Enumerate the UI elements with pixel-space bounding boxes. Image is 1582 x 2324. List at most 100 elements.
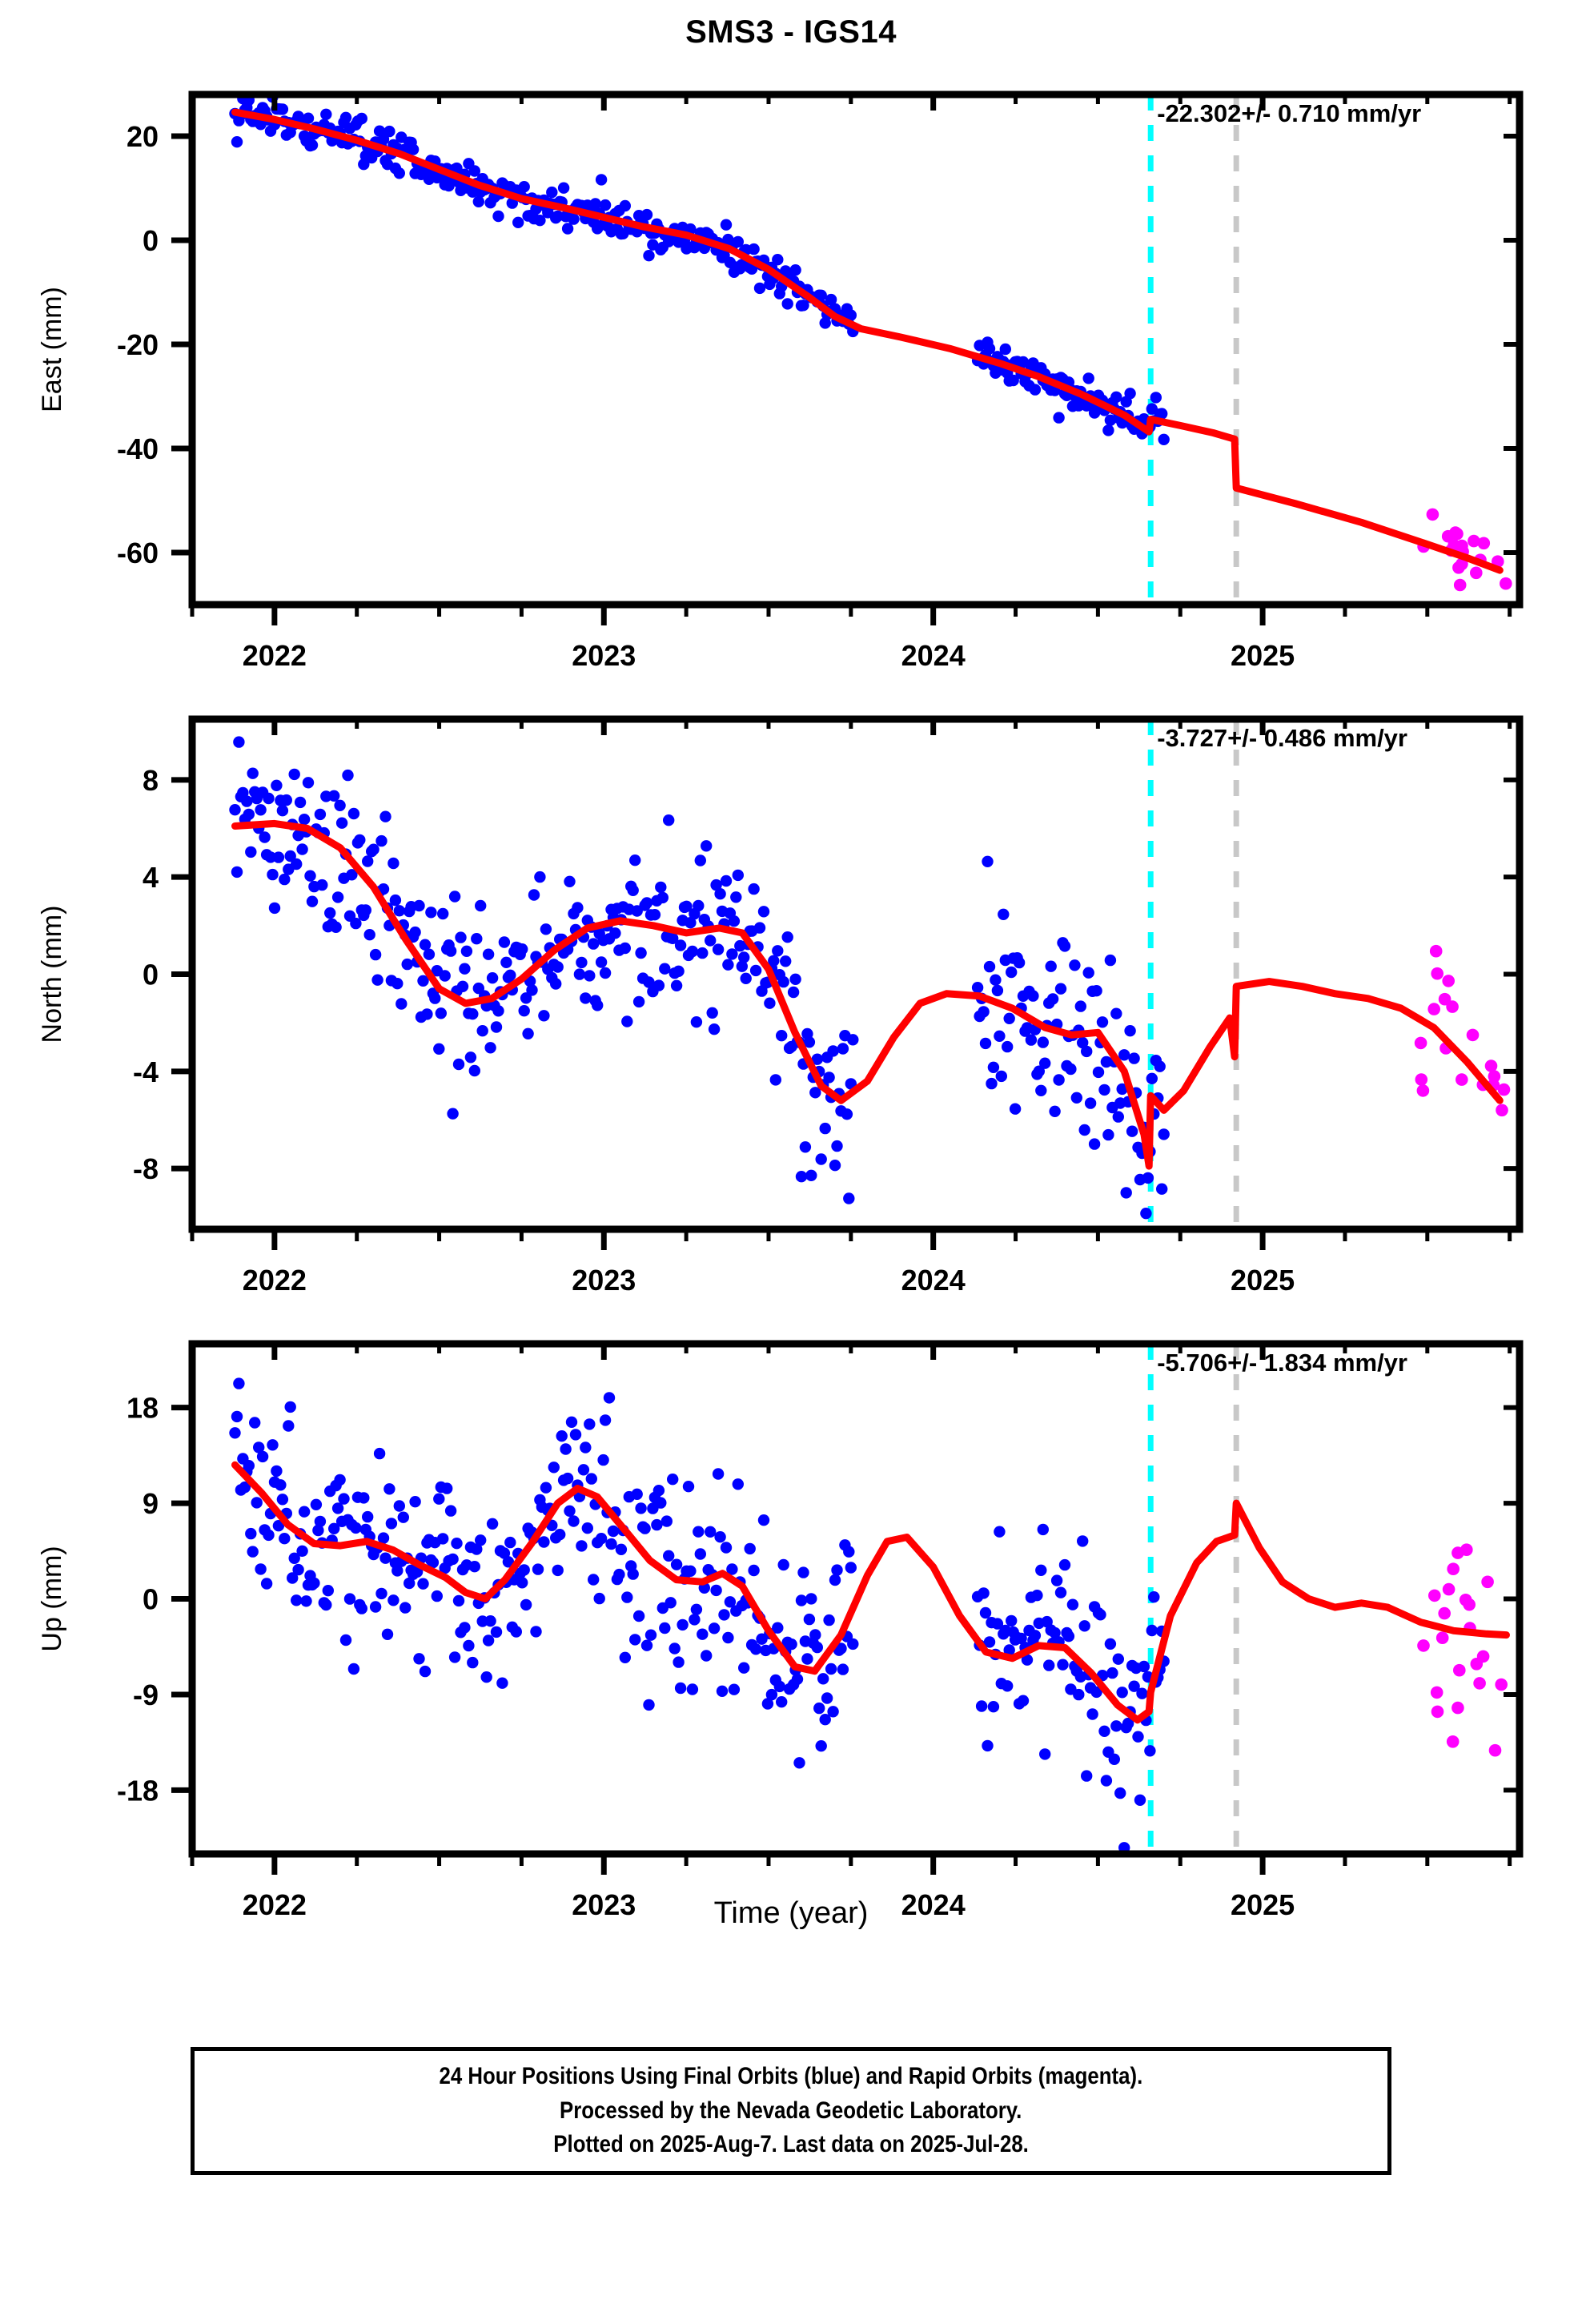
data-point-final bbox=[1053, 412, 1065, 424]
data-point-final bbox=[621, 1591, 633, 1603]
data-point-final bbox=[632, 1610, 645, 1622]
data-point-rapid bbox=[1470, 1658, 1484, 1671]
data-point-final bbox=[363, 929, 375, 941]
data-point-rapid bbox=[1417, 1639, 1430, 1652]
data-point-final bbox=[314, 808, 327, 821]
data-point-final bbox=[253, 1441, 265, 1454]
data-point-final bbox=[276, 805, 289, 817]
data-point-final bbox=[817, 1673, 829, 1685]
data-point-final bbox=[552, 961, 564, 973]
data-point-final bbox=[383, 1483, 396, 1495]
data-point-final bbox=[569, 1429, 582, 1441]
data-point-final bbox=[829, 1160, 841, 1172]
data-point-final bbox=[280, 794, 292, 806]
data-point-final bbox=[1090, 1686, 1102, 1699]
panel-north: 8 4 0 -4 -8 2022 2023 2024 2025 North (mm) -3.727+… bbox=[0, 681, 1582, 1313]
data-point-final bbox=[1134, 1794, 1146, 1806]
data-point-final bbox=[530, 1626, 542, 1638]
data-point-final bbox=[480, 1671, 492, 1683]
data-point-final bbox=[1102, 1128, 1114, 1141]
data-point-final bbox=[732, 1478, 744, 1490]
data-point-final bbox=[716, 1685, 729, 1697]
data-point-final bbox=[599, 199, 612, 211]
data-point-final bbox=[377, 1532, 390, 1544]
data-point-final bbox=[233, 1377, 245, 1389]
data-point-final bbox=[371, 974, 383, 986]
data-point-final bbox=[247, 767, 259, 779]
y-tick-label: -18 bbox=[117, 1774, 159, 1807]
data-point-rapid bbox=[1452, 561, 1465, 574]
data-point-final bbox=[467, 1656, 479, 1669]
data-point-final bbox=[526, 984, 538, 996]
data-point-final bbox=[498, 936, 511, 948]
data-point-final bbox=[757, 906, 770, 918]
y-axis-title: East (mm) bbox=[37, 287, 67, 412]
data-point-final bbox=[987, 1061, 1000, 1073]
data-point-final bbox=[757, 1514, 770, 1526]
data-point-final bbox=[584, 1418, 596, 1430]
data-point-final bbox=[819, 1714, 831, 1726]
x-tick-label: 2022 bbox=[243, 1888, 307, 1921]
data-point-final bbox=[643, 1699, 655, 1711]
data-point-final bbox=[720, 875, 733, 887]
data-point-final bbox=[661, 1515, 673, 1527]
data-point-final bbox=[419, 939, 432, 951]
data-point-final bbox=[437, 1533, 449, 1545]
data-point-final bbox=[520, 992, 532, 1004]
data-point-final bbox=[452, 1594, 465, 1607]
data-point-final bbox=[447, 1553, 459, 1566]
y-axis-title: Up (mm) bbox=[37, 1546, 67, 1651]
data-point-rapid bbox=[1456, 1073, 1468, 1086]
data-point-final bbox=[561, 223, 574, 235]
data-point-final bbox=[534, 215, 546, 227]
y-tick-label: 8 bbox=[143, 764, 159, 797]
data-point-final bbox=[276, 103, 289, 115]
data-point-final bbox=[288, 768, 300, 781]
data-point-final bbox=[330, 921, 342, 933]
data-point-rapid bbox=[1496, 1104, 1508, 1117]
data-point-rapid bbox=[1427, 1003, 1440, 1015]
data-point-final bbox=[444, 1505, 457, 1517]
data-point-final bbox=[518, 1564, 530, 1576]
data-point-final bbox=[502, 1556, 515, 1568]
panel-up: 18 9 0 -9 -18 2022 2023 2024 2025 Up (mm) -5.706+/… bbox=[0, 1305, 1582, 1938]
x-tick-label: 2024 bbox=[901, 1264, 966, 1297]
data-point-final bbox=[339, 111, 352, 123]
data-point-final bbox=[561, 1472, 574, 1485]
data-point-final bbox=[1006, 966, 1018, 979]
data-point-final bbox=[1090, 985, 1102, 997]
data-point-final bbox=[556, 1430, 568, 1442]
data-point-rapid bbox=[1446, 1735, 1460, 1748]
data-point-final bbox=[979, 1606, 992, 1619]
data-point-final bbox=[748, 1564, 760, 1577]
data-point-final bbox=[354, 834, 366, 846]
data-point-final bbox=[588, 938, 600, 950]
caption-line-1: 24 Hour Positions Using Final Orbits (bl… bbox=[439, 2063, 1143, 2090]
data-point-final bbox=[421, 1008, 433, 1020]
data-point-final bbox=[448, 1651, 461, 1663]
data-point-final bbox=[847, 1034, 859, 1046]
data-point-final bbox=[1037, 1036, 1050, 1048]
data-point-final bbox=[748, 243, 760, 255]
data-point-final bbox=[753, 922, 766, 934]
data-point-final bbox=[484, 1042, 496, 1054]
data-point-final bbox=[423, 948, 436, 960]
data-point-final bbox=[504, 1536, 516, 1549]
data-point-final bbox=[797, 1566, 809, 1578]
data-point-final bbox=[651, 1518, 663, 1531]
data-point-final bbox=[564, 1505, 576, 1517]
data-point-final bbox=[659, 1622, 671, 1634]
data-point-final bbox=[396, 998, 408, 1010]
data-point-final bbox=[726, 948, 738, 960]
data-point-final bbox=[510, 1626, 522, 1638]
data-point-final bbox=[768, 955, 780, 967]
data-point-final bbox=[268, 902, 281, 915]
data-point-final bbox=[1046, 993, 1059, 1005]
data-point-final bbox=[471, 1543, 483, 1555]
data-point-final bbox=[697, 947, 709, 959]
data-point-final bbox=[552, 1564, 564, 1577]
data-point-final bbox=[229, 804, 241, 816]
y-tick-label: -20 bbox=[117, 328, 159, 361]
data-point-final bbox=[306, 139, 319, 151]
rate-annotation: -3.727+/- 0.486 mm/yr bbox=[1157, 724, 1407, 752]
